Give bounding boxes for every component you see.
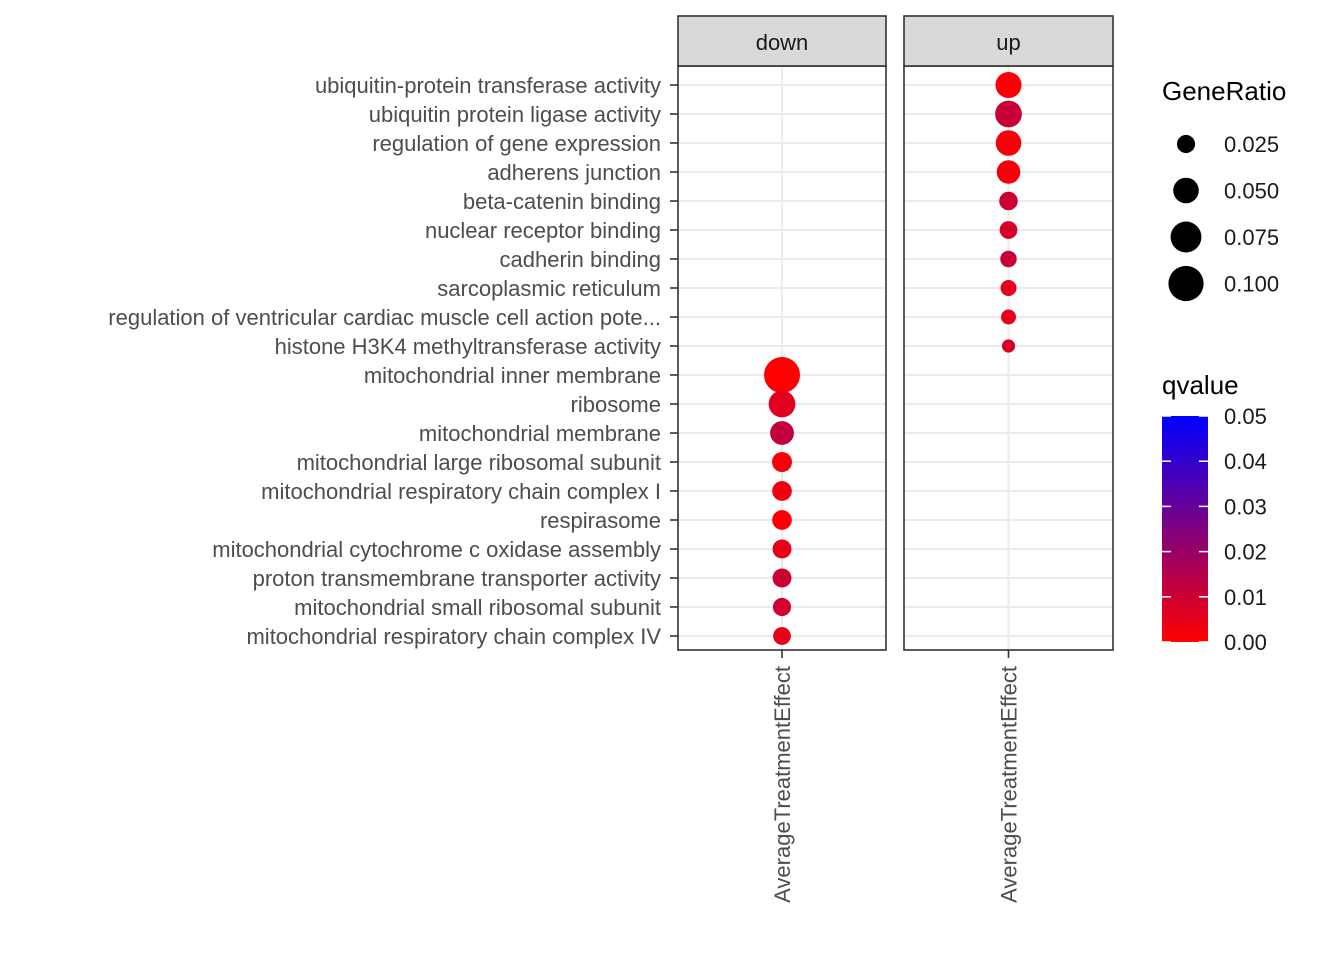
data-point bbox=[999, 221, 1018, 239]
facet-strip bbox=[903, 15, 1114, 67]
facet-strip-label: down bbox=[756, 30, 809, 55]
data-point bbox=[764, 357, 800, 393]
data-point bbox=[768, 390, 796, 418]
y-tick-label: regulation of gene expression bbox=[372, 131, 661, 156]
data-point bbox=[995, 71, 1022, 99]
legend-title: GeneRatio bbox=[1162, 76, 1286, 106]
y-tick-label: respirasome bbox=[540, 508, 661, 533]
colorbar bbox=[1162, 416, 1208, 642]
legend-key bbox=[1170, 221, 1202, 253]
data-point bbox=[772, 597, 792, 617]
y-tick-label: regulation of ventricular cardiac muscle… bbox=[108, 305, 661, 330]
legend-label: 0.075 bbox=[1224, 225, 1279, 250]
facet-strip bbox=[677, 15, 887, 67]
data-point bbox=[772, 510, 792, 530]
legend-label: 0.02 bbox=[1224, 540, 1267, 565]
legend-label: 0.050 bbox=[1224, 179, 1279, 204]
y-tick-label: beta-catenin binding bbox=[463, 189, 661, 214]
facet-panels: down up bbox=[677, 15, 1114, 651]
y-tick-label: mitochondrial membrane bbox=[419, 421, 661, 446]
data-point bbox=[995, 130, 1022, 156]
x-tick-label: AverageTreatmentEffect bbox=[770, 666, 795, 903]
y-tick-label: sarcoplasmic reticulum bbox=[437, 276, 661, 301]
legend-key bbox=[1173, 177, 1199, 204]
data-point bbox=[996, 160, 1021, 184]
y-tick-label: ubiquitin protein ligase activity bbox=[369, 102, 661, 127]
generatio-legend: GeneRatio 0.025 0.050 0.075 0.100 bbox=[1162, 76, 1286, 302]
legend-key bbox=[1168, 265, 1204, 302]
legend-label: 0.025 bbox=[1224, 132, 1279, 157]
y-axis-labels: ubiquitin-protein transferase activity ub… bbox=[108, 73, 678, 649]
y-tick-label: mitochondrial cytochrome c oxidase assem… bbox=[212, 537, 661, 562]
data-point bbox=[1000, 250, 1017, 268]
data-point bbox=[1000, 280, 1017, 296]
facet-strip-label: up bbox=[996, 30, 1020, 55]
legend-label: 0.01 bbox=[1224, 585, 1267, 610]
data-point bbox=[995, 100, 1022, 128]
qvalue-legend: qvalue 0.00 0.01 0.02 0.03 0.04 0.05 bbox=[1162, 370, 1267, 655]
data-point bbox=[773, 627, 791, 645]
data-point bbox=[772, 452, 792, 472]
y-tick-label: cadherin binding bbox=[500, 247, 661, 272]
y-tick-label: ubiquitin-protein transferase activity bbox=[315, 73, 661, 98]
y-tick-label: mitochondrial respiratory chain complex … bbox=[246, 624, 661, 649]
y-tick-label: adherens junction bbox=[487, 160, 661, 185]
data-point bbox=[770, 421, 794, 445]
y-tick-label: proton transmembrane transporter activit… bbox=[253, 566, 661, 591]
data-points bbox=[764, 71, 1022, 645]
data-point bbox=[1001, 309, 1016, 325]
legend-label: 0.100 bbox=[1224, 272, 1279, 297]
y-tick-label: mitochondrial small ribosomal subunit bbox=[294, 595, 661, 620]
y-tick-label: mitochondrial inner membrane bbox=[364, 363, 661, 388]
x-tick-label: AverageTreatmentEffect bbox=[997, 666, 1022, 903]
y-tick-label: nuclear receptor binding bbox=[425, 218, 661, 243]
data-point bbox=[772, 568, 792, 588]
data-point bbox=[772, 481, 792, 501]
legend-key bbox=[1176, 134, 1196, 154]
y-tick-label: histone H3K4 methyltransferase activity bbox=[275, 334, 661, 359]
y-tick-label: mitochondrial large ribosomal subunit bbox=[297, 450, 661, 475]
y-tick-label: ribosome bbox=[571, 392, 661, 417]
data-point bbox=[999, 191, 1018, 211]
legend-label: 0.05 bbox=[1224, 404, 1267, 429]
legend-label: 0.03 bbox=[1224, 494, 1267, 519]
legend-title: qvalue bbox=[1162, 370, 1239, 400]
legend-label: 0.00 bbox=[1224, 630, 1267, 655]
data-point bbox=[1001, 339, 1016, 353]
legend-label: 0.04 bbox=[1224, 449, 1267, 474]
data-point bbox=[772, 539, 792, 559]
y-tick-label: mitochondrial respiratory chain complex … bbox=[261, 479, 661, 504]
x-axis-labels: AverageTreatmentEffect AverageTreatmentEf… bbox=[770, 650, 1022, 903]
